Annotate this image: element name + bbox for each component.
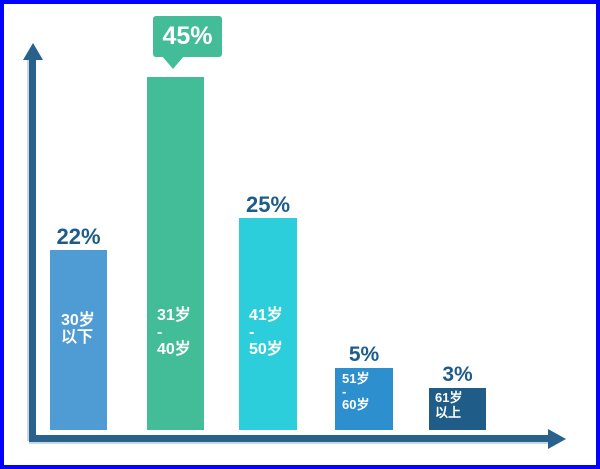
bar-label-line: 31岁 bbox=[157, 307, 191, 324]
bar-label-line: 61岁 bbox=[435, 390, 463, 405]
bar-label-line: 以上 bbox=[435, 405, 462, 420]
callout-tail-icon bbox=[162, 56, 184, 69]
bar-label-line: 41岁 bbox=[249, 307, 283, 324]
value-label-age-51-60: 5% bbox=[348, 343, 380, 366]
bar-age-31-40: 31岁 - 40岁 bbox=[147, 77, 204, 430]
value-label-age-30-under: 22% bbox=[56, 224, 101, 249]
bar-age-61-over: 61岁 以上 bbox=[429, 388, 486, 430]
bar-label-line: 60岁 bbox=[342, 397, 370, 412]
bar-label-line: 40岁 bbox=[157, 341, 191, 358]
value-label-age-41-50: 25% bbox=[245, 192, 291, 217]
bar-label-line: 51岁 bbox=[342, 371, 370, 386]
x-axis bbox=[29, 435, 548, 442]
bar-age-30-under: 30岁 以下 bbox=[50, 250, 107, 430]
bar-label-line: - bbox=[157, 324, 163, 341]
bar-category-label: 61岁 以上 bbox=[429, 390, 486, 420]
bar-age-41-50: 41岁 - 50岁 bbox=[239, 218, 297, 430]
callout-bubble-45-percent: 45% bbox=[153, 16, 222, 69]
value-label-age-61-over: 3% bbox=[442, 363, 473, 386]
bar-label-line: 以下 bbox=[61, 329, 94, 346]
bar-category-label: 30岁 以下 bbox=[50, 312, 107, 346]
bar-category-label: 31岁 - 40岁 bbox=[147, 307, 204, 358]
y-axis bbox=[29, 58, 36, 441]
bar-category-label: 41岁 - 50岁 bbox=[239, 307, 297, 358]
callout-value-label: 45% bbox=[162, 22, 213, 50]
bar-category-label: 51岁 - 60岁 bbox=[335, 372, 393, 411]
y-axis-arrow-icon bbox=[23, 43, 43, 60]
bar-label-line: 50岁 bbox=[249, 341, 283, 358]
x-axis-arrow-icon bbox=[548, 429, 566, 449]
bar-label-line: 30岁 bbox=[61, 312, 95, 329]
bar-label-line: - bbox=[342, 384, 347, 399]
bar-age-51-60: 51岁 - 60岁 bbox=[335, 368, 393, 430]
bar-label-line: - bbox=[249, 324, 255, 341]
